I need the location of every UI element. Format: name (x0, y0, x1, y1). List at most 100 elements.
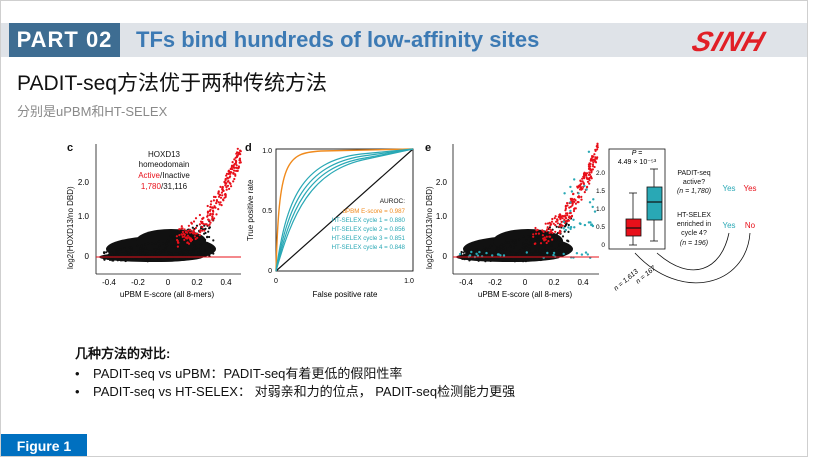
inactive-point (491, 257, 495, 260)
inactive-point (127, 251, 130, 254)
inactive-point (549, 252, 552, 255)
active-point (199, 229, 202, 232)
selex-point (502, 254, 506, 257)
inactive-point (105, 251, 108, 254)
box-ytick-2: 1.0 (596, 206, 605, 213)
panel-e-ylabel: log2(HOXD13/no DBD) (425, 186, 434, 269)
active-point (588, 179, 591, 182)
inactive-point (529, 237, 532, 240)
active-point (198, 213, 201, 217)
inactive-point (137, 250, 140, 253)
inactive-point (151, 242, 154, 245)
figure-1: c log2(HOXD13/no DBD) 0 1.0 2.0 -0.4 -0.… (66, 142, 757, 299)
active-point (544, 222, 547, 225)
inactive-point (130, 249, 133, 252)
inactive-point (165, 242, 168, 245)
active-point (591, 159, 594, 162)
panel-c-legend-line1: HOXD13 (148, 150, 181, 159)
active-point (586, 180, 590, 183)
inactive-point (188, 234, 191, 237)
active-point (211, 213, 215, 216)
inactive-point (525, 239, 528, 242)
boxplot-red (625, 192, 642, 246)
inactive-point (178, 251, 182, 254)
active-point (561, 217, 564, 220)
inactive-point (199, 253, 202, 256)
selex-point (589, 221, 592, 224)
inactive-point (543, 245, 546, 249)
active-point (574, 202, 578, 205)
answer-yes-teal-2: Yes (722, 221, 735, 230)
box-n-right: n = 167 (635, 264, 658, 285)
active-point (200, 222, 203, 225)
selex-point (485, 251, 488, 255)
active-point (227, 172, 230, 175)
active-point (552, 222, 555, 225)
active-point (235, 166, 238, 169)
panel-d-xlabel: False positive rate (313, 290, 378, 299)
inactive-point (536, 238, 540, 241)
active-point (186, 234, 189, 237)
active-point (579, 184, 582, 187)
inactive-point (529, 259, 533, 262)
selex-point (562, 252, 565, 256)
inactive-point (486, 250, 490, 253)
active-point (183, 228, 186, 231)
inactive-point (521, 253, 524, 256)
active-point (235, 164, 238, 167)
inactive-point (524, 243, 528, 246)
selex-point (564, 228, 567, 232)
active-point (237, 153, 240, 156)
active-point (225, 174, 228, 177)
inactive-point (145, 253, 148, 256)
inactive-point (122, 258, 125, 261)
active-point (218, 203, 221, 206)
active-point (187, 242, 191, 245)
active-point (180, 233, 183, 236)
active-point (198, 234, 201, 237)
active-point (534, 242, 537, 245)
active-point (593, 165, 596, 169)
active-point (553, 217, 556, 220)
selex-point (584, 251, 588, 254)
panel-d-legend-upbm: uPBM E-score = 0.987 (343, 208, 406, 215)
active-point (548, 221, 551, 224)
inactive-point (548, 226, 552, 229)
inactive-point (567, 230, 570, 233)
active-point (181, 227, 184, 230)
inactive-point (143, 252, 146, 255)
panel-d-diagonal (275, 148, 414, 272)
inactive-point (107, 253, 111, 256)
q2-line4: (n = 196) (680, 240, 708, 247)
selex-point (592, 198, 595, 201)
selex-point (563, 192, 566, 195)
inactive-point (171, 259, 174, 262)
active-point (564, 214, 567, 217)
inactive-point (180, 251, 183, 254)
inactive-point (541, 248, 544, 252)
active-point (192, 220, 196, 223)
active-point (221, 194, 224, 197)
active-point (220, 204, 223, 207)
inactive-point (460, 250, 463, 254)
inactive-point (495, 257, 498, 260)
inactive-point (115, 254, 119, 257)
inactive-point (195, 246, 198, 249)
inactive-point (154, 242, 157, 245)
notes-item-1: PADIT-seq vs uPBM：PADIT-seq有着更低的假阳性率 (75, 365, 515, 383)
box-ytick-4: 2.0 (596, 170, 605, 177)
inactive-point (522, 242, 525, 245)
active-point (559, 214, 562, 217)
inactive-point (112, 259, 115, 262)
active-point (588, 173, 592, 176)
panel-d-ytick-2: 1.0 (262, 148, 272, 155)
panel-d-legend-cycle2: HT-SELEX cycle 2 = 0.856 (332, 226, 406, 233)
active-point (237, 166, 240, 169)
active-point (545, 235, 548, 238)
active-point (236, 155, 239, 158)
inactive-point (522, 246, 525, 249)
inactive-point (463, 253, 466, 257)
selex-point (476, 254, 480, 257)
inactive-point (203, 249, 207, 252)
q1-line3: (n = 1,780) (677, 188, 711, 195)
